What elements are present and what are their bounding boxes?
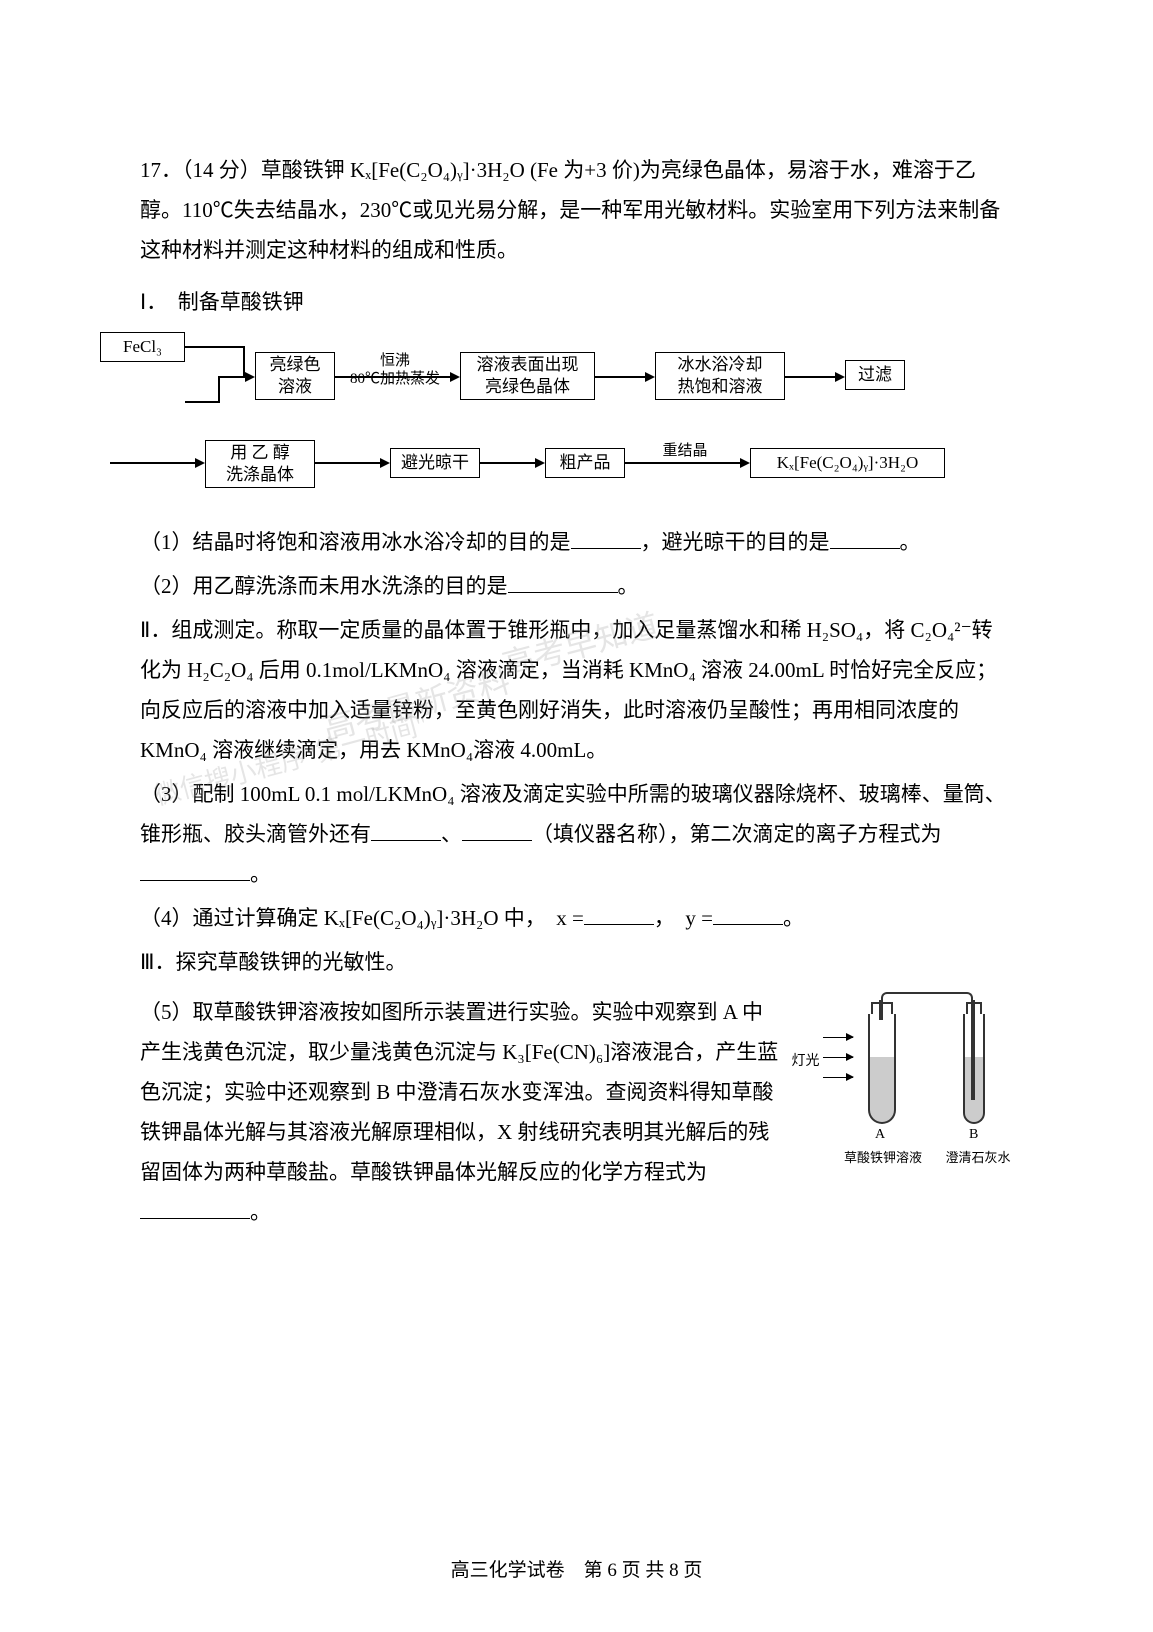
arrowhd-4 [835,372,845,382]
q1-text-a: （1）结晶时将饱和溶液用冰水浴冷却的目的是 [140,530,571,554]
arrow-1d [218,376,220,403]
q1-blank-2 [830,529,900,549]
q3-blank-2 [462,821,532,841]
arrow-8 [625,462,740,464]
page-footer: 高三化学试卷 第 6 页 共 8 页 [0,1555,1153,1582]
connector-right [971,1000,975,1100]
connector-tube [881,992,973,1002]
q3-text-b: 、 [441,822,462,846]
light-arrow-1 [823,1037,853,1038]
box-crystal-surface: 溶液表面出现 亮绿色晶体 [460,352,595,400]
question-intro: 17．（14 分）草酸铁钾 Kₓ[Fe(C₂O₄)ᵧ]·3H₂O (Fe 为+3… [140,150,1013,270]
arrow-5 [110,462,195,464]
arrow-1a [185,346,245,348]
label-recrystallize: 重结晶 [645,442,725,460]
arrowhd-7 [535,458,545,468]
caption-a: 草酸铁钾溶液 [838,1147,928,1166]
caption-b: 澄清石灰水 [938,1147,1018,1166]
q2-text-b: 。 [618,574,639,598]
q4-text-b: ， y = [654,906,713,930]
box-product: Kₓ[Fe(C₂O₄)ᵧ]·3H₂O [750,448,945,478]
light-arrow-3 [823,1077,853,1078]
arrowhd-8 [740,458,750,468]
arrowhd-1 [245,372,255,382]
light-arrow-2 [823,1057,853,1058]
q1-text-c: 。 [900,530,921,554]
arrowhd-3 [645,372,655,382]
q5-text-a: （5）取草酸铁钾溶液按如图所示装置进行实验。实验中观察到 A 中产生浅黄色沉淀，… [140,1000,778,1184]
arrow-1c [218,376,245,378]
apparatus-diagram: 灯光 A B 草酸铁钾溶液 澄清石灰水 [793,992,1023,1192]
box-ethanol-wash: 用 乙 醇 洗涤晶体 [205,440,315,488]
arrow-6 [315,462,380,464]
q5-text-b: 。 [250,1200,271,1224]
q3-text-d: 。 [250,862,271,886]
q4-blank-1 [584,905,654,925]
label-b: B [969,1127,978,1143]
light-label: 灯光 [788,1050,823,1070]
arrow-1b [185,401,220,403]
section-2-text: Ⅱ．组成测定。称取一定质量的晶体置于锥形瓶中，加入足量蒸馏水和稀 H₂SO₄，将… [140,610,1013,770]
box-filter: 过滤 [845,360,905,390]
box-green-solution: 亮绿色 溶液 [255,352,335,400]
q4-text-a: （4）通过计算确定 Kₓ[Fe(C₂O₄)ᵧ]·3H₂O 中， x = [140,906,584,930]
label-boil: 恒沸 80℃加热蒸发 [340,352,450,388]
question-3: （3）配制 100mL 0.1 mol/LKMnO₄ 溶液及滴定实验中所需的玻璃… [140,774,1013,894]
question-5-wrap: （5）取草酸铁钾溶液按如图所示装置进行实验。实验中观察到 A 中产生浅黄色沉淀，… [140,992,1013,1232]
q4-blank-2 [713,905,783,925]
connector-left [879,1000,883,1020]
box-ice-bath: 冰水浴冷却 热饱和溶液 [655,352,785,400]
section-3-label: Ⅲ．探究草酸铁钾的光敏性。 [140,942,1013,982]
box-fecl3: FeCl₃ [100,332,185,362]
arrow-4 [785,376,835,378]
q1-text-b: ，避光晾干的目的是 [641,530,830,554]
section-1-label: Ⅰ． 制备草酸铁钾 [140,282,1013,322]
box-dry-dark: 避光晾干 [390,448,480,478]
q4-text-c: 。 [783,906,804,930]
arrow-3 [595,376,645,378]
arrowhd-6 [380,458,390,468]
box-crude: 粗产品 [545,448,625,478]
tube-a [868,1014,896,1124]
q5-blank [140,1199,250,1219]
label-a: A [875,1127,885,1143]
question-1: （1）结晶时将饱和溶液用冰水浴冷却的目的是 ，避光晾干的目的是 。 [140,522,1013,562]
flowchart: K₂C₂O₄ FeCl₃ 亮绿色 溶液 恒沸 80℃加热蒸发 溶液表面出现 亮绿… [100,332,1050,502]
arrow-7 [480,462,535,464]
arrowhd-2 [450,372,460,382]
arrowhd-5 [195,458,205,468]
q2-text-a: （2）用乙醇洗涤而未用水洗涤的目的是 [140,574,508,598]
q3-blank-3 [140,861,250,881]
question-4: （4）通过计算确定 Kₓ[Fe(C₂O₄)ᵧ]·3H₂O 中， x = ， y =… [140,898,1013,938]
q1-blank-1 [571,529,641,549]
question-2: （2）用乙醇洗涤而未用水洗涤的目的是 。 [140,566,1013,606]
q3-blank-1 [371,821,441,841]
q2-blank [508,573,618,593]
q3-text-c: （填仪器名称），第二次滴定的离子方程式为 [532,822,942,846]
